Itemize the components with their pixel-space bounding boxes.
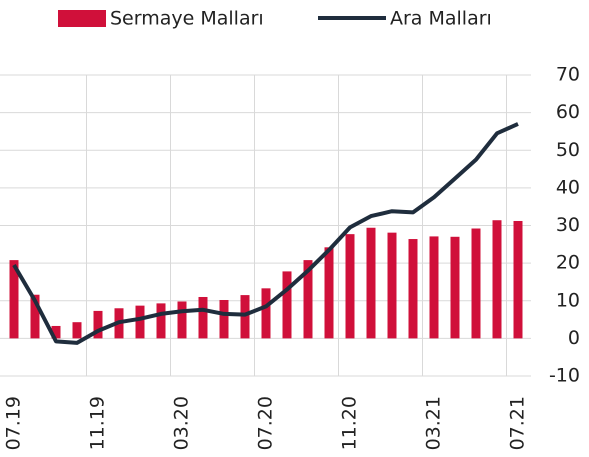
- bar: [135, 305, 145, 339]
- y-tick-label: 60: [556, 101, 580, 123]
- y-tick-label: 50: [556, 139, 580, 161]
- y-tick-label: 40: [556, 176, 580, 198]
- bar: [303, 260, 313, 339]
- bar: [324, 247, 334, 339]
- bar: [387, 232, 397, 339]
- bar: [471, 228, 481, 339]
- x-tick-label: 07.19: [3, 396, 25, 450]
- bar: [366, 227, 376, 339]
- y-tick-label: -10: [549, 365, 580, 387]
- bar: [240, 295, 250, 339]
- y-tick-label: 70: [556, 64, 580, 86]
- bar: [156, 303, 166, 339]
- y-tick-label: 0: [568, 327, 580, 349]
- bar: [429, 236, 439, 339]
- bar: [282, 271, 292, 339]
- bar: [345, 234, 355, 339]
- x-tick-label: 07.20: [255, 396, 277, 450]
- bar: [30, 294, 40, 339]
- bar: [492, 220, 502, 339]
- line: [12, 122, 519, 345]
- bar: [513, 220, 523, 339]
- bar: [72, 322, 82, 339]
- bar: [93, 310, 103, 339]
- y-tick-label: 30: [556, 214, 580, 236]
- y-tick-label: 10: [556, 289, 580, 311]
- bar: [9, 260, 19, 339]
- x-tick-label: 11.19: [87, 396, 109, 450]
- legend-label: Ara Malları: [390, 8, 492, 30]
- bar: [219, 299, 229, 339]
- legend-swatch: [58, 10, 106, 27]
- bar: [177, 301, 187, 339]
- bar: [51, 325, 61, 339]
- bar: [261, 288, 271, 339]
- x-tick-label: 11.20: [339, 396, 361, 450]
- legend-label: Sermaye Malları: [110, 8, 264, 30]
- bar: [450, 236, 460, 339]
- y-tick-label: 20: [556, 252, 580, 274]
- bar: [408, 239, 418, 339]
- bar: [198, 296, 208, 339]
- x-tick-label: 03.20: [171, 396, 193, 450]
- x-tick-label: 07.21: [507, 396, 529, 450]
- x-tick-label: 03.21: [423, 396, 445, 450]
